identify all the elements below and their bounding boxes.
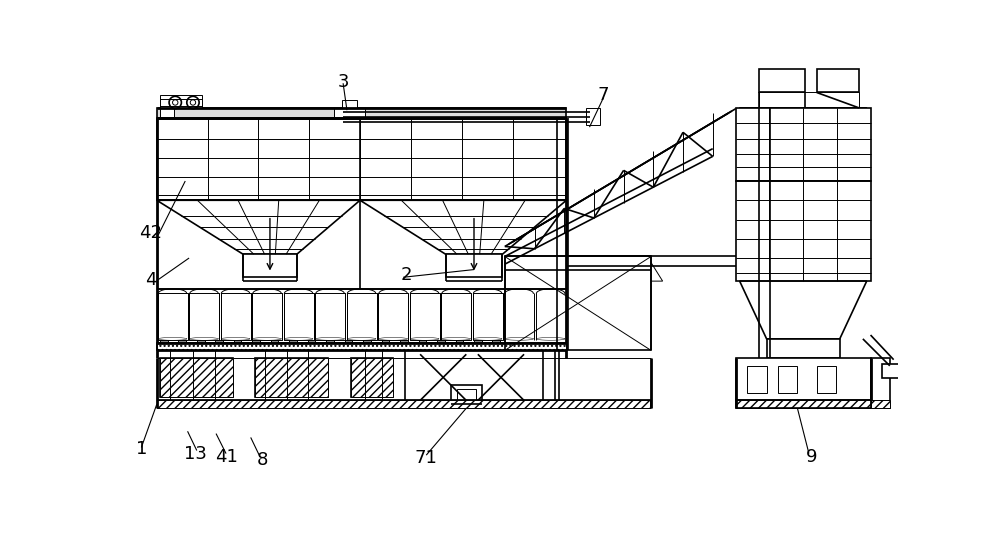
Bar [157,108,566,118]
Bar [871,400,890,408]
Bar [252,293,282,340]
Text: 2: 2 [400,266,412,284]
Bar [410,293,440,340]
Bar [504,293,534,340]
Bar [160,340,168,343]
Bar [473,293,503,340]
Bar [158,293,188,340]
Bar [363,340,371,343]
Bar [157,343,566,351]
Bar [221,293,251,340]
Bar [511,340,519,343]
Bar [382,340,389,343]
Bar [400,340,408,343]
Bar [505,257,651,351]
Text: 13: 13 [184,444,207,462]
Bar [736,108,871,181]
Bar [446,254,502,277]
Bar [767,339,840,358]
Bar [178,340,186,343]
Bar [759,92,859,108]
Polygon shape [740,108,867,154]
Polygon shape [547,257,578,281]
Bar [778,366,797,393]
Bar [419,340,426,343]
Bar [160,358,233,396]
Bar [334,108,365,123]
Bar [326,340,334,343]
Bar [252,340,260,343]
Bar [474,340,482,343]
Text: 71: 71 [415,449,438,467]
Bar [759,69,805,92]
Bar [736,400,871,408]
Polygon shape [740,281,867,339]
Bar [817,69,859,92]
Bar [586,108,600,125]
Bar [405,351,559,408]
Bar [157,400,650,408]
Bar [271,340,278,343]
Text: 42: 42 [139,224,162,242]
Polygon shape [597,257,628,281]
Bar [457,389,476,400]
Bar [160,95,202,108]
Text: 8: 8 [257,451,268,469]
Text: 1: 1 [136,440,147,458]
Bar [289,340,297,343]
Bar [817,366,836,393]
Bar [747,366,767,393]
Bar [243,254,297,277]
Bar [160,358,233,396]
Bar [351,358,393,396]
Bar [882,364,901,378]
Bar [255,358,328,396]
Text: 3: 3 [337,74,349,92]
Bar [189,293,219,340]
Polygon shape [360,200,566,254]
Bar [441,293,471,340]
Bar [437,340,445,343]
Bar [347,293,377,340]
Text: 7: 7 [598,86,609,104]
Bar [767,154,840,173]
Bar [197,340,205,343]
Polygon shape [528,257,559,281]
Bar [451,385,482,405]
Bar [342,100,357,108]
Bar [255,358,328,396]
Bar [284,293,314,340]
Polygon shape [632,257,663,281]
Text: 41: 41 [215,448,237,466]
Bar [157,118,566,200]
Bar [736,181,871,281]
Bar [456,340,463,343]
Polygon shape [616,257,647,281]
Bar [160,108,174,118]
Bar [215,340,223,343]
Bar [351,358,393,396]
Text: 4: 4 [145,271,156,289]
Bar [548,340,556,343]
Text: 9: 9 [806,448,817,466]
Bar [736,358,871,400]
Polygon shape [512,257,543,281]
Bar [736,400,871,408]
Bar [871,358,890,408]
Polygon shape [157,200,360,254]
Polygon shape [582,257,613,281]
Bar [308,340,315,343]
Bar [492,340,500,343]
Bar [529,340,537,343]
Bar [234,340,241,343]
Bar [315,293,345,340]
Bar [157,343,566,351]
Polygon shape [563,257,593,281]
Bar [378,293,408,340]
Bar [345,340,352,343]
Bar [536,293,566,340]
